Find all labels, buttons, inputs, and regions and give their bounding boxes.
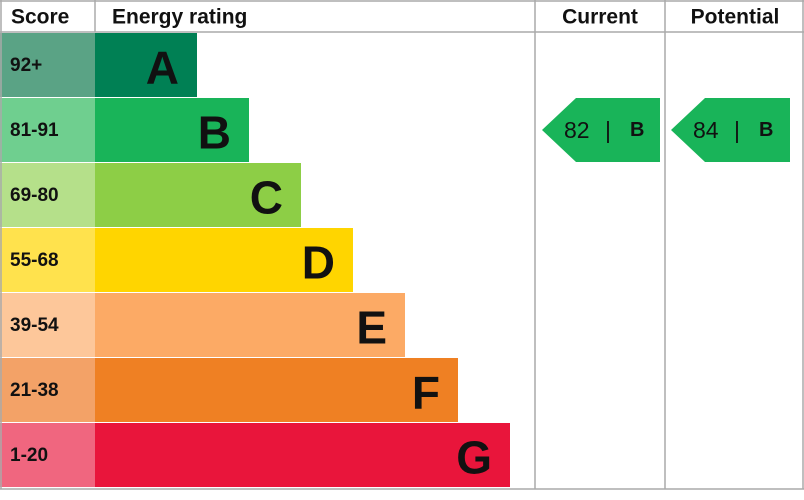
- band-letter: C: [250, 172, 283, 224]
- header-current: Current: [562, 6, 638, 29]
- score-cell: [0, 423, 95, 487]
- current-arrow: [542, 98, 660, 162]
- score-cell: [0, 163, 95, 227]
- rating-bar: [95, 358, 458, 422]
- band-score: 69-80: [10, 185, 59, 206]
- band-score: 92+: [10, 55, 42, 76]
- current-separator: |: [605, 117, 611, 143]
- header-potential: Potential: [691, 6, 780, 29]
- band-letter: G: [456, 432, 492, 484]
- header-rating: Energy rating: [112, 6, 247, 29]
- band-letter: B: [198, 107, 231, 159]
- band-letter: F: [412, 367, 440, 419]
- rating-bar: [95, 423, 510, 487]
- current-score: 82: [564, 117, 590, 143]
- potential-score: 84: [693, 117, 719, 143]
- score-cell: [0, 358, 95, 422]
- potential-separator: |: [734, 117, 740, 143]
- rating-bar: [95, 228, 353, 292]
- rating-bar: [95, 163, 301, 227]
- rating-bar: [95, 33, 197, 97]
- rating-bar: [95, 98, 249, 162]
- band-letter: A: [146, 42, 179, 94]
- rating-bar: [95, 293, 405, 357]
- band-score: 1-20: [10, 445, 48, 466]
- potential-arrow: [671, 98, 790, 162]
- band-letter: E: [356, 302, 387, 354]
- score-cell: [0, 98, 95, 162]
- band-score: 39-54: [10, 315, 59, 336]
- score-cell: [0, 33, 95, 97]
- band-score: 55-68: [10, 250, 59, 271]
- potential-band: B: [759, 119, 773, 141]
- current-band: B: [630, 119, 644, 141]
- band-score: 21-38: [10, 380, 59, 401]
- score-cell: [0, 228, 95, 292]
- score-cell: [0, 293, 95, 357]
- band-letter: D: [302, 237, 335, 289]
- header-score: Score: [11, 6, 69, 29]
- band-score: 81-91: [10, 120, 59, 141]
